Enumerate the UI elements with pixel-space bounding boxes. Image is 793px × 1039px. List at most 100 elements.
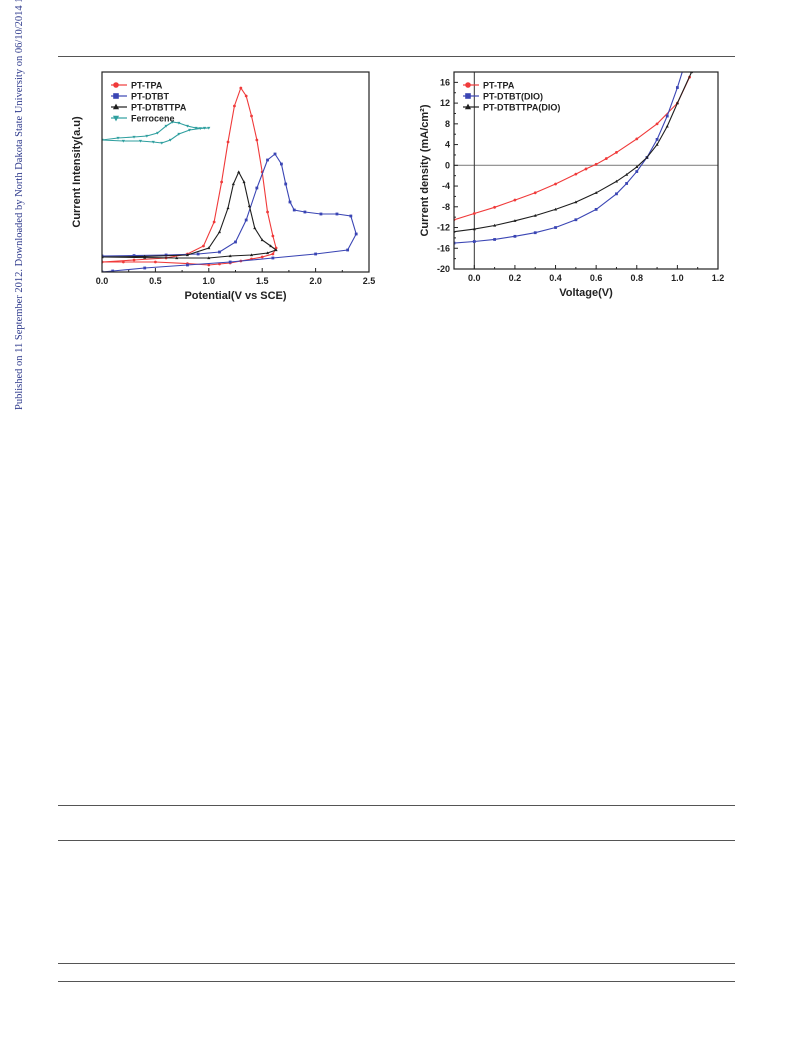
legend-marker [112,115,120,122]
data-point [143,266,147,270]
x-tick-label: 0.8 [631,273,644,283]
data-point [594,207,598,211]
data-point [513,234,517,238]
series-1 [102,152,358,272]
y-tick-label: 8 [445,119,450,129]
data-point [244,218,248,222]
data-point [253,226,257,230]
data-point [233,104,236,108]
series-line [102,153,357,272]
data-point [314,252,317,256]
data-point [635,137,639,141]
data-point [284,182,288,186]
series-3 [102,120,211,145]
data-point [138,139,142,143]
data-point [346,248,350,252]
data-point [274,248,278,252]
x-tick-label: 0.6 [590,273,603,283]
data-point [271,252,275,256]
cyclic-voltammetry-chart: 0.0 0.5 1.0 1.5 2.0 2.5 Potential(V vs SCE) Cur… [71,71,375,302]
data-point [645,155,649,159]
rule-b [58,840,735,841]
data-point [260,238,264,242]
x-tick-label: 1.0 [203,276,216,286]
data-point [231,182,235,186]
x-tick-label: 1.5 [256,276,269,286]
y-tick-label: -4 [442,181,450,191]
y-tick-label: -8 [442,202,450,212]
data-point [266,158,269,162]
data-point [116,136,120,140]
data-point [143,255,147,259]
series-line [454,72,693,233]
legend-label: PT-TPA [483,81,515,91]
data-point [635,165,639,168]
legend-marker [113,82,119,88]
data-point [168,138,172,142]
data-point [335,212,339,216]
data-point [202,244,205,248]
data-point [102,270,104,272]
data-point [274,246,278,250]
data-point [207,246,211,250]
y-tick-label: 0 [445,160,450,170]
data-point [207,256,211,260]
series-line [102,86,277,266]
legend-label: PT-DTBTTPA(DIO) [483,103,560,113]
data-point [655,122,659,126]
y-axis-label: Current density (mA/cm²) [419,104,431,236]
data-point [155,131,160,135]
data-point [250,114,253,118]
series-line [102,121,209,144]
data-point [574,218,578,222]
plot-area [102,86,358,272]
data-point [218,250,221,254]
y-tick-label: 12 [440,98,450,108]
data-point [244,94,248,98]
data-point [228,254,232,258]
data-point [493,238,497,241]
data-point [145,134,149,138]
data-point [319,212,323,216]
data-point [266,210,269,214]
data-point [188,128,192,132]
legend-marker [113,93,119,99]
data-point [594,162,598,166]
data-point [132,254,136,257]
data-point [533,213,537,217]
legend-label: PT-DTBT(DIO) [483,92,543,102]
data-point [198,127,202,131]
data-point [472,212,476,215]
legend-label: PT-DTBTTPA [131,103,187,113]
data-point [594,191,598,194]
data-point [220,180,224,184]
rule-a [58,805,735,806]
data-point [513,219,517,222]
data-point [202,126,207,130]
legend-label: Ferrocene [131,114,175,124]
rule-c [58,963,735,964]
data-point [614,179,619,183]
data-point [239,86,243,90]
data-point [249,253,254,257]
data-point [292,208,296,212]
data-point [493,205,497,209]
data-point [111,269,115,272]
data-point [207,263,211,267]
series-2 [454,72,694,233]
data-point [533,191,537,195]
legend-marker [464,103,472,110]
data-point [472,227,476,231]
data-point [635,170,639,173]
data-point [625,182,629,185]
data-point [154,260,157,264]
download-sidebar: Published on 11 September 2012. Download… [3,0,25,640]
data-point [170,120,175,124]
data-point [271,234,275,238]
data-point [226,206,230,210]
data-point [247,204,251,208]
data-point [553,207,558,211]
data-point [237,170,241,174]
data-point [255,186,259,190]
